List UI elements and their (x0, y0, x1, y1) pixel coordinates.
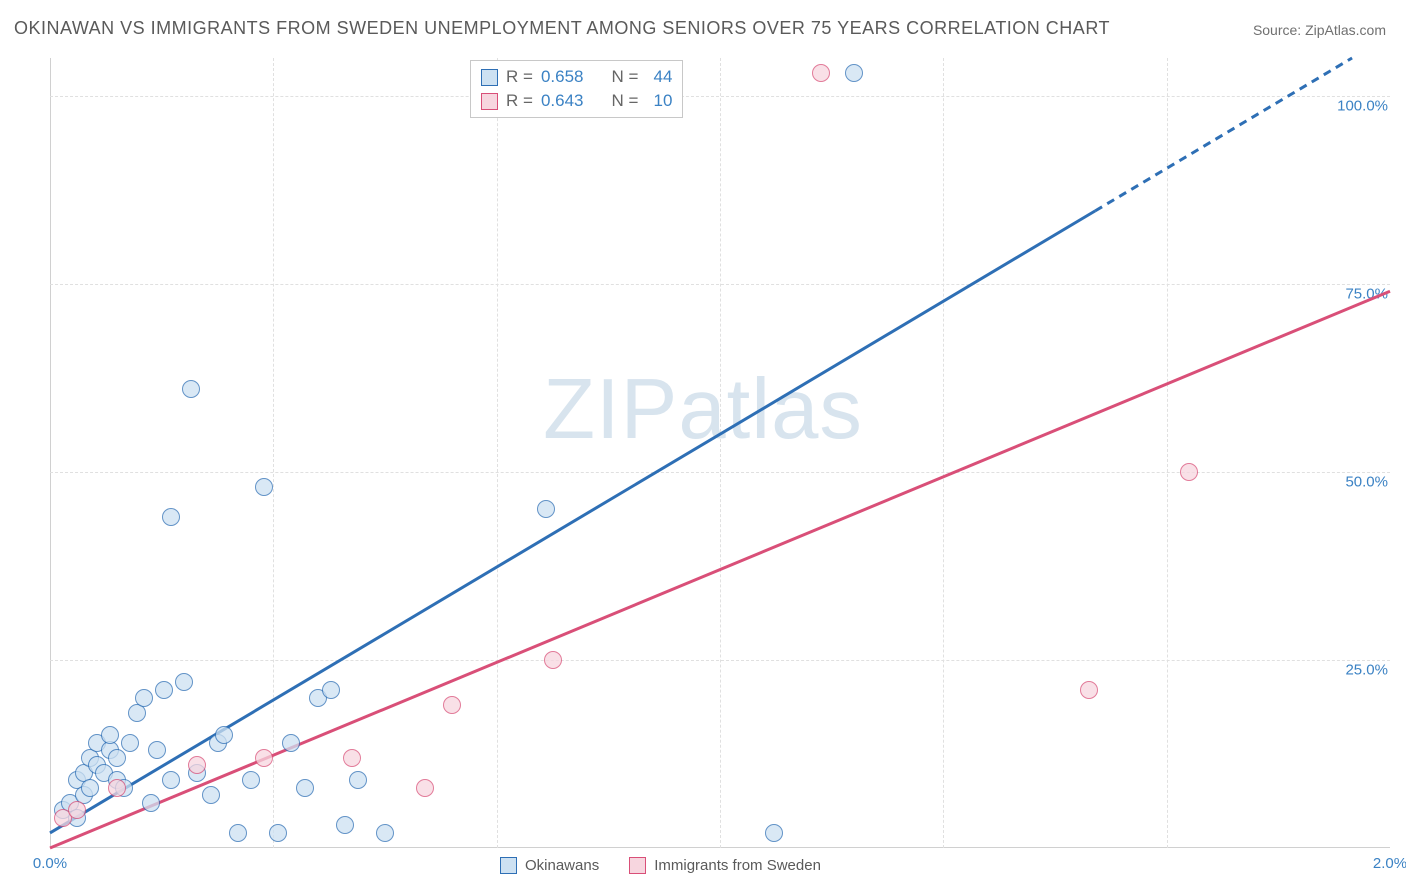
source-label: Source: ZipAtlas.com (1253, 22, 1386, 38)
legend-item: Immigrants from Sweden (629, 857, 821, 874)
scatter-point-immigrants-from-sweden (68, 801, 86, 819)
scatter-point-immigrants-from-sweden (812, 64, 830, 82)
scatter-point-okinawans (282, 734, 300, 752)
n-value: 44 (646, 67, 672, 87)
scatter-point-okinawans (255, 478, 273, 496)
legend-label: Okinawans (525, 857, 599, 874)
scatter-point-okinawans (845, 64, 863, 82)
r-label: R = (506, 67, 533, 87)
scatter-point-okinawans (162, 508, 180, 526)
n-value: 10 (646, 91, 672, 111)
scatter-point-okinawans (765, 824, 783, 842)
x-tick-label: 2.0% (1373, 855, 1406, 872)
legend-swatch (481, 69, 498, 86)
source-link[interactable]: ZipAtlas.com (1305, 22, 1386, 38)
trend-lines-svg (50, 58, 1390, 848)
scatter-point-okinawans (322, 681, 340, 699)
scatter-point-okinawans (376, 824, 394, 842)
n-label: N = (611, 91, 638, 111)
trend-line-immigrants-from-sweden (50, 291, 1390, 848)
legend-label: Immigrants from Sweden (654, 857, 821, 874)
scatter-point-immigrants-from-sweden (1180, 463, 1198, 481)
scatter-point-okinawans (349, 771, 367, 789)
legend-stats-box: R = 0.658 N = 44 R = 0.643 N = 10 (470, 60, 683, 118)
scatter-point-okinawans (537, 500, 555, 518)
source-prefix: Source: (1253, 22, 1301, 38)
scatter-point-immigrants-from-sweden (188, 756, 206, 774)
scatter-point-immigrants-from-sweden (544, 651, 562, 669)
scatter-point-okinawans (121, 734, 139, 752)
legend-item: Okinawans (500, 857, 599, 874)
trend-line-okinawans (50, 211, 1095, 833)
scatter-point-immigrants-from-sweden (343, 749, 361, 767)
scatter-point-okinawans (162, 771, 180, 789)
scatter-point-okinawans (296, 779, 314, 797)
legend-bottom: Okinawans Immigrants from Sweden (500, 857, 821, 874)
scatter-point-immigrants-from-sweden (1080, 681, 1098, 699)
r-label: R = (506, 91, 533, 111)
scatter-point-immigrants-from-sweden (108, 779, 126, 797)
legend-swatch (481, 93, 498, 110)
scatter-point-okinawans (229, 824, 247, 842)
scatter-point-okinawans (101, 726, 119, 744)
scatter-point-okinawans (81, 779, 99, 797)
legend-stats-row: R = 0.643 N = 10 (481, 89, 672, 113)
chart-title: OKINAWAN VS IMMIGRANTS FROM SWEDEN UNEMP… (14, 18, 1110, 39)
legend-swatch (629, 857, 646, 874)
scatter-point-immigrants-from-sweden (416, 779, 434, 797)
scatter-point-immigrants-from-sweden (255, 749, 273, 767)
scatter-point-okinawans (242, 771, 260, 789)
scatter-point-okinawans (142, 794, 160, 812)
scatter-point-okinawans (182, 380, 200, 398)
r-value: 0.658 (541, 67, 584, 87)
legend-stats-row: R = 0.658 N = 44 (481, 65, 672, 89)
scatter-point-okinawans (135, 689, 153, 707)
scatter-point-okinawans (202, 786, 220, 804)
scatter-point-okinawans (336, 816, 354, 834)
scatter-point-okinawans (269, 824, 287, 842)
scatter-point-okinawans (155, 681, 173, 699)
scatter-point-okinawans (108, 749, 126, 767)
trend-line-okinawans (1095, 58, 1352, 211)
scatter-point-okinawans (148, 741, 166, 759)
scatter-point-immigrants-from-sweden (443, 696, 461, 714)
n-label: N = (611, 67, 638, 87)
scatter-point-okinawans (175, 673, 193, 691)
x-tick-label: 0.0% (33, 855, 67, 872)
r-value: 0.643 (541, 91, 584, 111)
legend-swatch (500, 857, 517, 874)
scatter-point-okinawans (215, 726, 233, 744)
